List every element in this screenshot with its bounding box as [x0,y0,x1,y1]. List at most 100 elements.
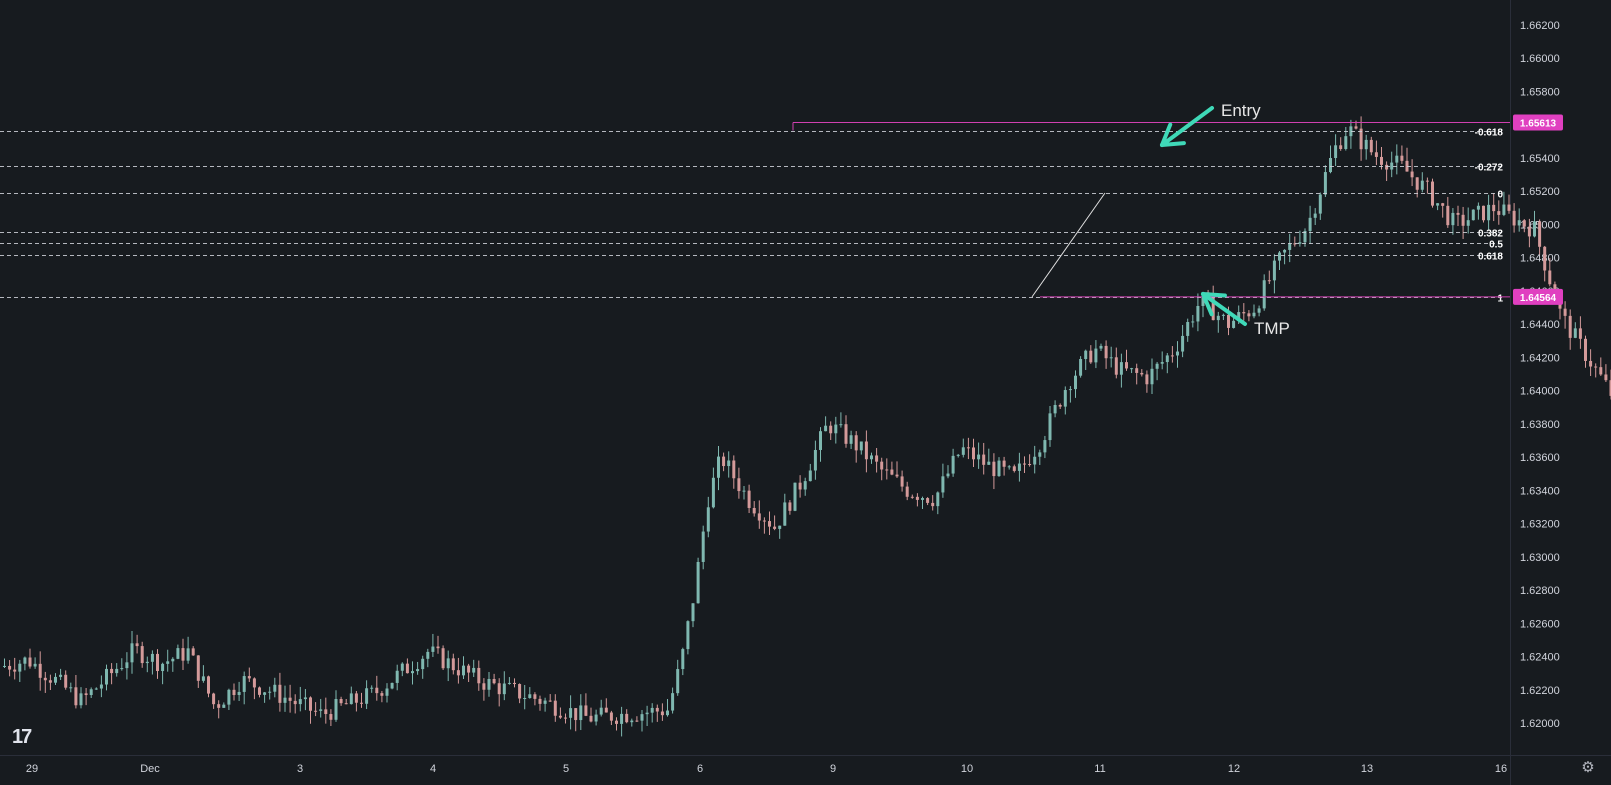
candle-body [354,693,358,703]
x-tick-label: 11 [1094,763,1105,775]
candle-body [1196,305,1200,322]
candle-body [941,476,945,493]
candle-body [365,688,369,704]
candle-body [788,502,792,511]
candle-body [686,621,690,650]
candle-body [99,684,103,689]
candle-body [416,669,420,672]
candle-body [1186,322,1190,336]
candle-body [1017,463,1021,471]
candle-body [252,678,256,688]
candle-body [1497,211,1501,215]
arrow-head [1160,141,1186,147]
candle-body [258,687,261,695]
candle-body [395,670,399,683]
candle-body [926,498,930,503]
candle-body [768,521,771,527]
candle-body [966,447,970,449]
candle-body [477,667,481,684]
candle-body [1130,368,1134,370]
candle-body [1252,312,1256,317]
candle-body [839,424,843,426]
candle-body [1160,362,1164,364]
candle-body [666,710,669,716]
candle-body [232,689,236,696]
candle-body [1140,372,1144,375]
candle-body [74,687,78,706]
candle-body [987,461,991,465]
tradingview-logo: 17 [12,726,32,748]
candle-body [1410,171,1414,178]
candle-body [533,694,537,699]
candle-body [824,425,828,432]
candle-body [752,507,756,514]
candle-body [915,496,919,500]
candle-body [737,478,741,492]
candle-body [1517,220,1521,226]
candle-body [1104,345,1108,359]
candle-body [620,713,624,724]
candle-body [18,663,22,672]
x-tick-label: 5 [563,763,569,775]
candle-body [518,684,522,699]
candle-body [288,697,292,701]
candle-body [528,694,532,699]
candle-body [691,603,695,622]
candle-body [69,687,73,689]
candle-body [191,648,195,656]
candle-body [385,688,389,696]
candle-body [1543,246,1547,271]
candle-body [655,707,659,712]
candle-body [1053,404,1057,414]
candle-body [497,683,501,695]
candle-body [120,668,124,670]
candle-body [982,454,986,465]
candle-body [696,561,700,604]
candle-body [1012,466,1016,471]
arrow-head [1201,292,1227,298]
y-tick-label: 1.63600 [1520,452,1560,464]
candle-body [1425,180,1429,182]
candle-body [130,643,134,663]
candle-body [1135,368,1139,373]
candle-body [462,665,465,676]
candle-body [553,700,557,716]
candle-body [589,715,593,722]
candle-body [584,705,588,716]
candle-body [492,678,496,684]
price-tag-label: 1.64564 [1520,293,1557,304]
candle-body [207,676,210,694]
candle-body [701,531,705,562]
candle-body [747,490,751,508]
candle-body [1364,139,1368,150]
candle-body [33,663,37,667]
x-tick-label: Dec [140,763,160,775]
candle-body [1380,156,1383,165]
candle-body [1313,213,1317,218]
candle-body [895,474,899,477]
candle-body [936,492,940,507]
candle-body [360,702,363,704]
candle-body [579,705,583,721]
candle-body [1089,350,1093,363]
candle-body [910,496,914,498]
candle-body [1191,321,1195,323]
candle-body [829,425,833,434]
candle-body [1038,452,1042,457]
candle-body [711,477,715,508]
candle-body [38,663,42,678]
price-tag [1513,114,1563,131]
x-tick-label: 29 [26,763,38,775]
candle-body [793,482,797,511]
y-tick-label: 1.66000 [1520,53,1560,65]
candle-body [1344,136,1348,150]
candle-body [660,711,664,716]
candle-body [1441,203,1445,206]
candle-body [946,473,950,477]
candle-body [278,684,282,703]
candle-body [3,665,6,667]
candle-body [1436,203,1440,206]
gear-icon[interactable]: ⚙ [1581,758,1595,776]
arrow-head [1160,122,1173,147]
